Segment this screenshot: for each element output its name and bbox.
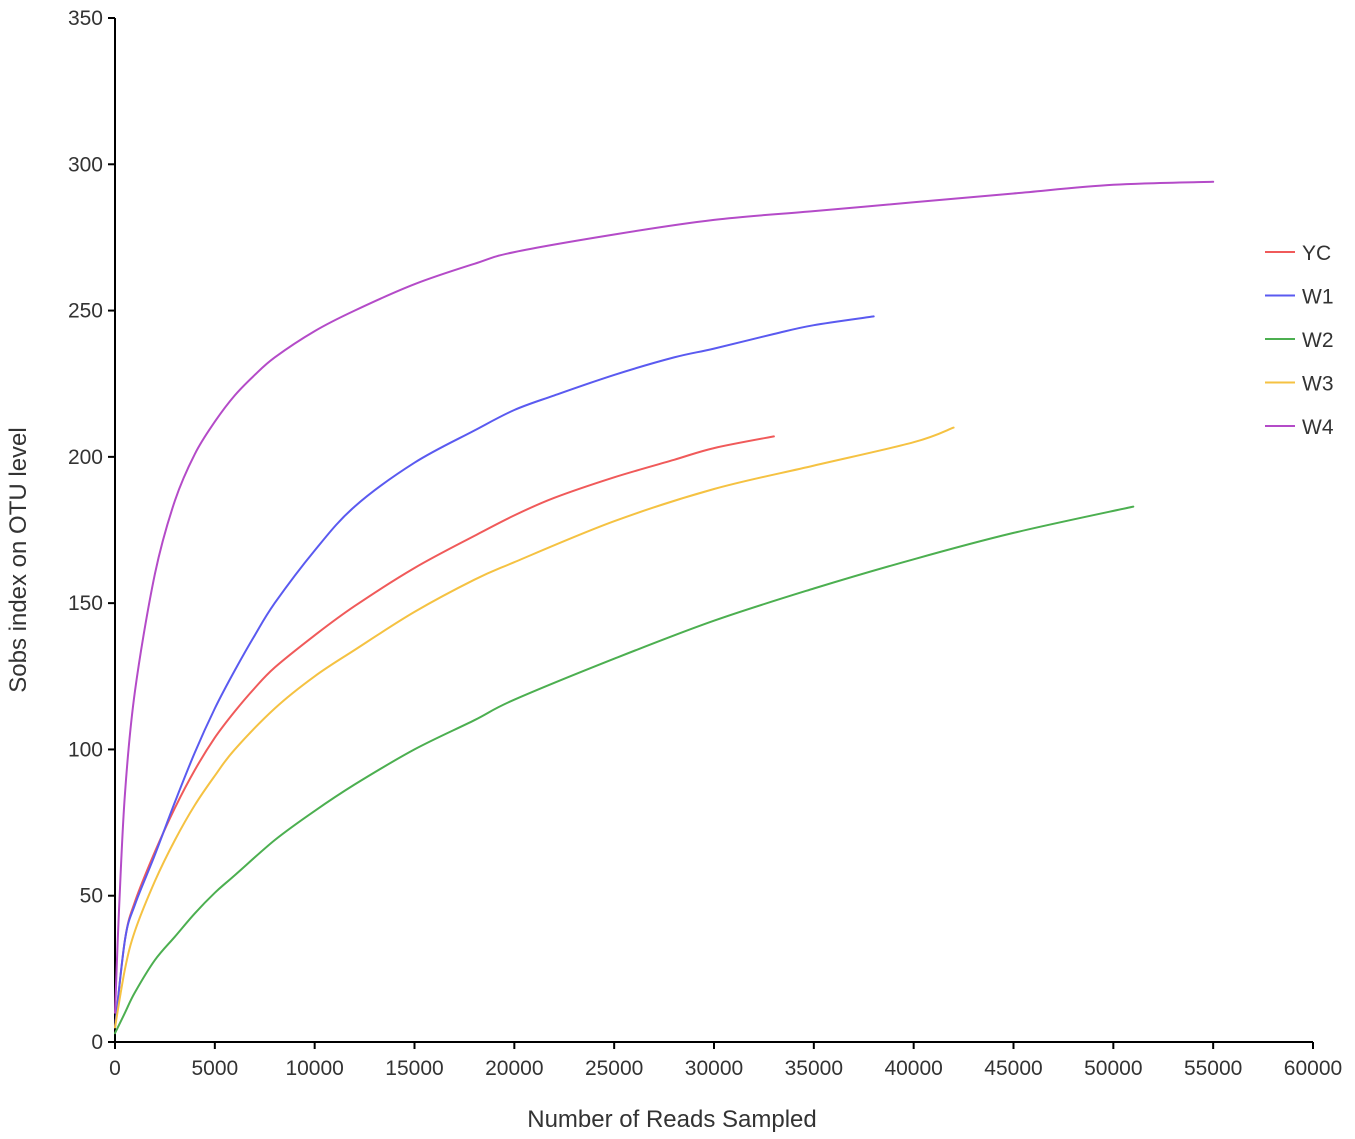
legend-item-w1[interactable]: W1 bbox=[1265, 286, 1334, 309]
y-tick-label: 200 bbox=[68, 446, 103, 469]
y-tick-label: 250 bbox=[68, 300, 103, 323]
x-tick-label: 40000 bbox=[884, 1057, 942, 1080]
series-line-yc bbox=[114, 435, 775, 1029]
y-tick-label: 150 bbox=[68, 592, 103, 615]
x-tick-label: 15000 bbox=[385, 1057, 443, 1080]
x-tick-label: 55000 bbox=[1184, 1057, 1242, 1080]
y-tick-label: 350 bbox=[68, 7, 103, 30]
legend-label: W2 bbox=[1302, 329, 1334, 352]
y-tick-label: 300 bbox=[68, 153, 103, 176]
x-tick-label: 45000 bbox=[984, 1057, 1042, 1080]
series-line-w3 bbox=[114, 426, 955, 1029]
legend-label: W3 bbox=[1302, 373, 1334, 396]
legend: YC W1 W2 W3 W4 bbox=[1265, 242, 1334, 439]
x-tick-label: 35000 bbox=[785, 1057, 843, 1080]
series-line-w1 bbox=[114, 315, 875, 1029]
legend-label: W1 bbox=[1302, 286, 1334, 309]
series-lines bbox=[114, 180, 1215, 1035]
y-axis-title: Sobs index on OTU level bbox=[5, 427, 32, 692]
legend-item-w3[interactable]: W3 bbox=[1265, 373, 1334, 396]
y-tick-label: 100 bbox=[68, 738, 103, 761]
x-tick-label: 50000 bbox=[1084, 1057, 1142, 1080]
x-tick-label: 25000 bbox=[585, 1057, 643, 1080]
y-tick-label: 0 bbox=[91, 1031, 103, 1054]
legend-label: YC bbox=[1302, 242, 1331, 265]
ticks: 0 5000 10000 15000 20000 25000 30000 35000 40000… bbox=[68, 7, 1342, 1080]
legend-item-yc[interactable]: YC bbox=[1265, 242, 1331, 265]
x-tick-label: 20000 bbox=[485, 1057, 543, 1080]
legend-item-w2[interactable]: W2 bbox=[1265, 329, 1334, 352]
legend-label: W4 bbox=[1302, 416, 1334, 439]
x-axis-title: Number of Reads Sampled bbox=[527, 1106, 816, 1133]
axes bbox=[114, 18, 1313, 1043]
series-line-w4 bbox=[114, 180, 1215, 1014]
legend-item-w4[interactable]: W4 bbox=[1265, 416, 1334, 439]
x-tick-label: 30000 bbox=[685, 1057, 743, 1080]
series-line-w2 bbox=[114, 505, 1135, 1035]
x-tick-label: 5000 bbox=[191, 1057, 238, 1080]
y-tick-label: 50 bbox=[80, 885, 103, 908]
x-tick-label: 10000 bbox=[285, 1057, 343, 1080]
x-tick-label: 0 bbox=[109, 1057, 121, 1080]
x-tick-label: 60000 bbox=[1284, 1057, 1342, 1080]
